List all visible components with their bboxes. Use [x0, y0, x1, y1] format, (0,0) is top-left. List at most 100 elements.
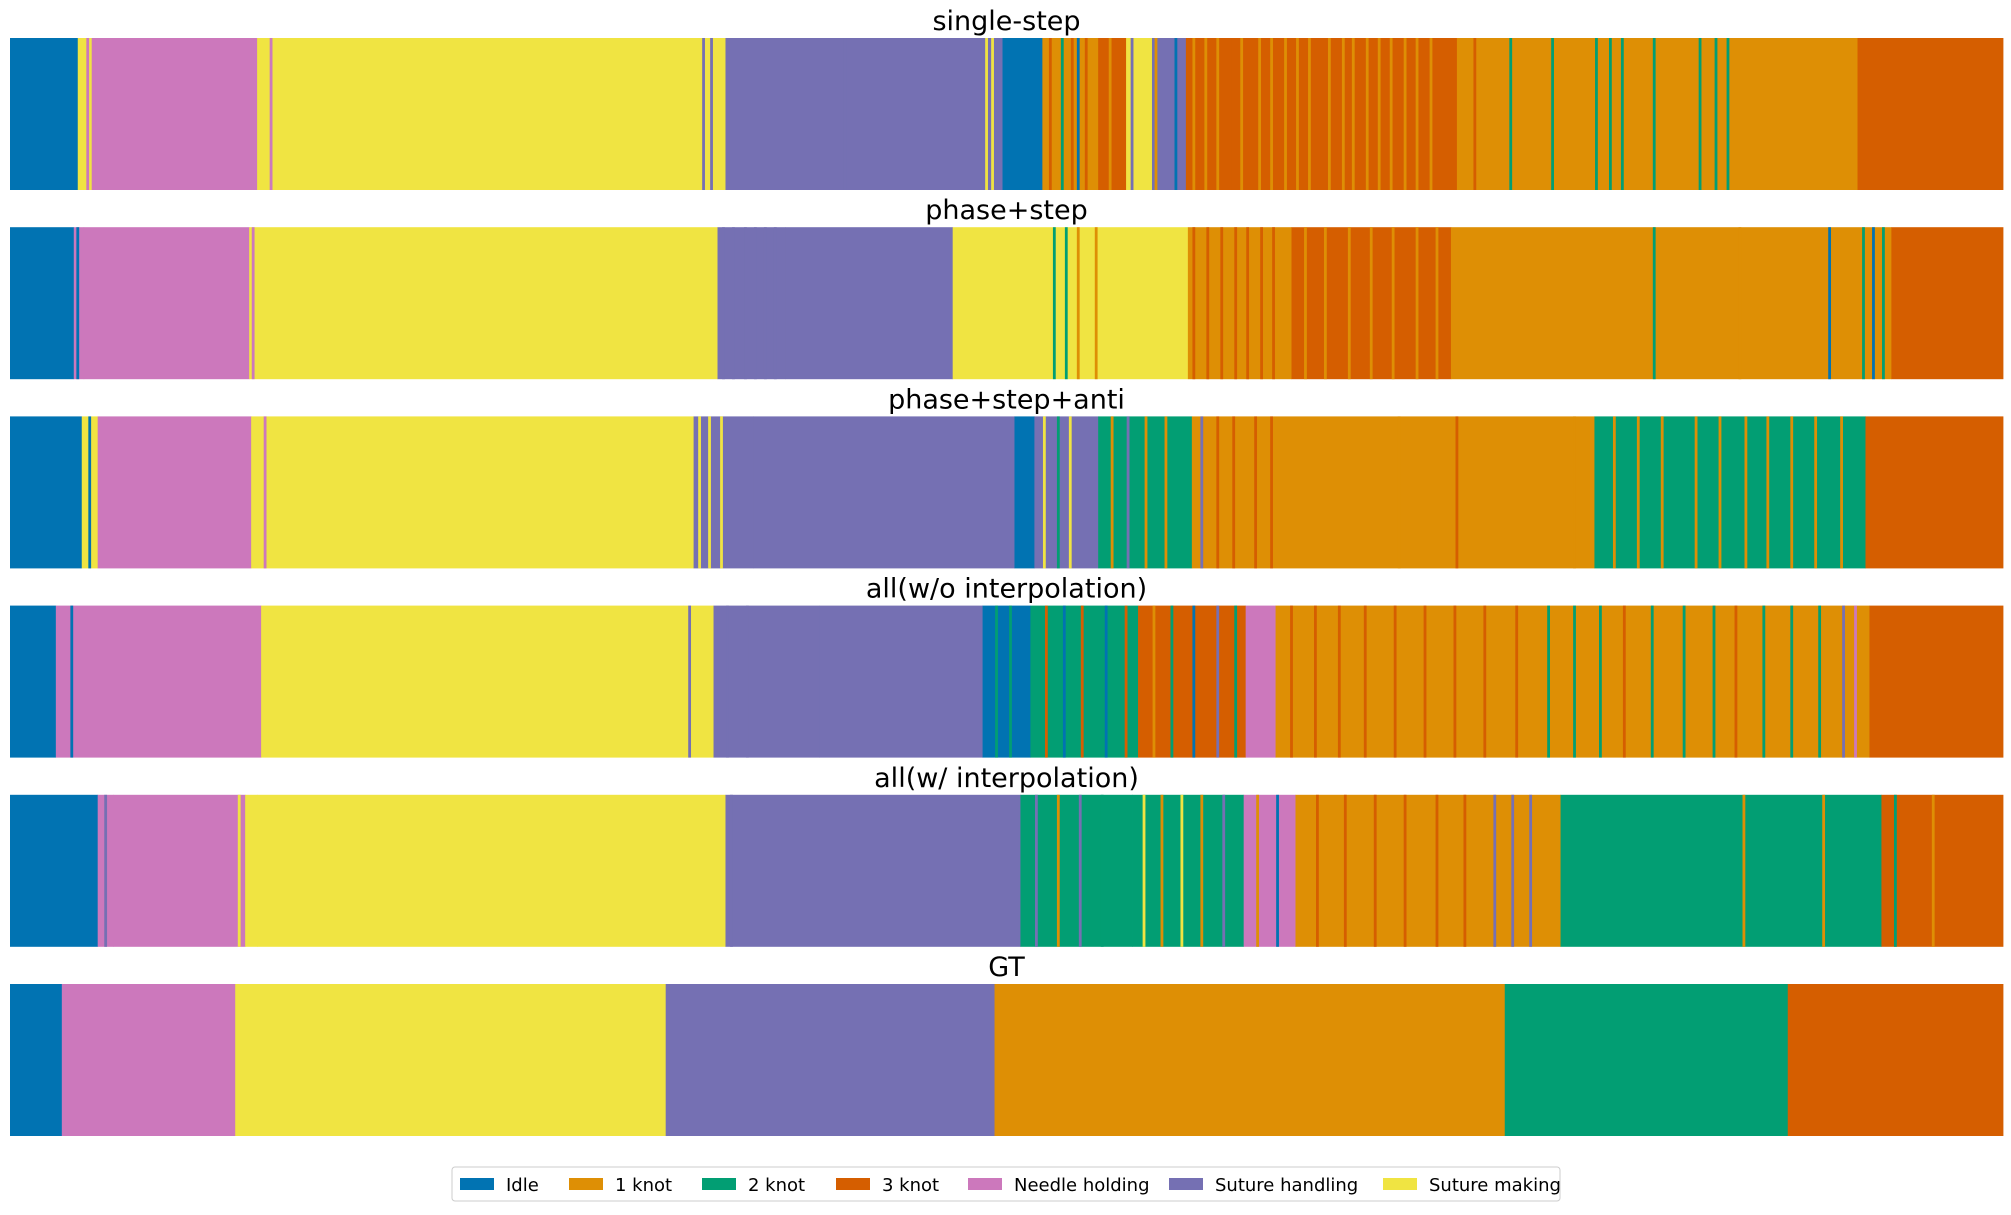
- segment-stripe: [1698, 38, 1702, 190]
- segment-stripe: [1403, 38, 1407, 190]
- segment-stripe: [1393, 605, 1397, 758]
- segment-stripe: [995, 605, 998, 758]
- segment-stripe: [1547, 605, 1550, 758]
- segment-stripe: [237, 794, 241, 947]
- segment-stripe: [1062, 605, 1066, 758]
- segment-stripe: [1337, 605, 1341, 758]
- segment-stripe: [1573, 416, 1576, 569]
- segment-stripe: [1216, 38, 1220, 190]
- segment: [245, 794, 258, 947]
- segment-stripe: [88, 416, 92, 569]
- segment-stripe: [1216, 605, 1220, 758]
- segment-stripe: [1435, 227, 1439, 380]
- legend-swatch: [836, 1178, 870, 1190]
- segment-stripe: [1068, 416, 1072, 569]
- segment: [693, 416, 754, 569]
- segment: [785, 227, 954, 380]
- segment-stripe: [1391, 227, 1395, 380]
- segment-stripe: [1076, 227, 1080, 380]
- segment-stripe: [1052, 227, 1056, 380]
- segment: [55, 605, 262, 758]
- segment-stripe: [1573, 605, 1576, 758]
- segment-stripe: [1636, 416, 1640, 569]
- segment-stripe: [1034, 794, 1038, 947]
- segment-stripe: [1144, 416, 1148, 569]
- segment-stripe: [1308, 38, 1311, 190]
- segment: [257, 38, 698, 190]
- segment-stripe: [1078, 794, 1082, 947]
- segment-stripe: [1415, 38, 1419, 190]
- segment-stripe: [1343, 794, 1347, 947]
- segment-stripe: [1232, 416, 1236, 569]
- legend-item: 1 knot: [569, 1175, 672, 1196]
- timeline-row: phase+step+anti: [10, 384, 2004, 569]
- segment-stripe: [1515, 605, 1519, 758]
- segment-stripe: [1620, 38, 1624, 190]
- segment-stripe: [1108, 38, 1112, 190]
- segment-stripe: [1064, 227, 1068, 380]
- segment-stripe: [1351, 38, 1355, 190]
- segment-stripe: [1828, 227, 1832, 380]
- row-title: all(w/o interpolation): [866, 574, 1147, 605]
- legend-swatch: [968, 1178, 1002, 1190]
- segment-stripe: [1373, 794, 1377, 947]
- segment-stripe: [732, 227, 735, 380]
- segment-stripe: [1762, 605, 1766, 758]
- segment: [1151, 38, 1187, 190]
- segment-stripe: [1790, 416, 1794, 569]
- segment-stripe: [1142, 794, 1146, 947]
- segment-stripe: [1483, 605, 1487, 758]
- segment-stripe: [1276, 794, 1279, 947]
- segment-stripe: [1862, 227, 1865, 380]
- segment-stripe: [1882, 227, 1885, 380]
- segment-stripe: [1790, 605, 1794, 758]
- segment-stripe: [1814, 416, 1818, 569]
- segment-stripe: [1718, 416, 1722, 569]
- segment-stripe: [1110, 416, 1114, 569]
- segment-stripe: [1284, 38, 1287, 190]
- legend-item: 2 knot: [702, 1175, 805, 1196]
- segment-stripe: [1622, 605, 1626, 758]
- segment: [1891, 227, 2004, 380]
- segment-stripe: [1840, 416, 1843, 569]
- segment-stripe: [1316, 794, 1319, 947]
- segment-stripe: [1595, 38, 1598, 190]
- segment-stripe: [104, 794, 108, 947]
- segment-stripe: [746, 605, 749, 758]
- segment: [1132, 794, 1245, 947]
- segment-stripe: [1080, 605, 1084, 758]
- segment-stripe: [1455, 416, 1459, 569]
- segment-stripe: [1246, 227, 1250, 380]
- legend-item: Needle holding: [968, 1175, 1150, 1196]
- segment-stripe: [708, 416, 711, 569]
- timeline-row: all(w/o interpolation): [10, 574, 2004, 758]
- segment: [1504, 984, 1789, 1136]
- legend-label: Idle: [506, 1175, 539, 1196]
- timeline-row: single-step: [10, 6, 2004, 190]
- segment-stripe: [1377, 38, 1381, 190]
- segment: [683, 605, 714, 758]
- segment: [1869, 605, 2004, 758]
- segment-stripe: [698, 416, 701, 569]
- segment-stripe: [1258, 38, 1262, 190]
- segment-stripe: [1154, 38, 1158, 190]
- segment-stripe: [1272, 227, 1275, 380]
- row-title: GT: [988, 952, 1025, 983]
- segment-stripe: [1389, 38, 1393, 190]
- legend-frame: [451, 1166, 1561, 1202]
- segment-stripe: [1234, 227, 1238, 380]
- segment: [1030, 605, 1139, 758]
- segment-stripe: [1192, 38, 1196, 190]
- segment: [725, 794, 1021, 947]
- segment-stripe: [1682, 605, 1686, 758]
- segment-stripe: [991, 38, 994, 190]
- segment: [261, 605, 685, 758]
- segment-stripe: [1463, 794, 1467, 947]
- legend-label: 1 knot: [615, 1175, 672, 1196]
- segment-stripe: [1365, 38, 1369, 190]
- segment-stripe: [1220, 227, 1224, 380]
- segment-stripe: [1714, 38, 1718, 190]
- segment: [10, 227, 75, 380]
- segment-stripe: [251, 227, 255, 380]
- segment-stripe: [1084, 38, 1088, 190]
